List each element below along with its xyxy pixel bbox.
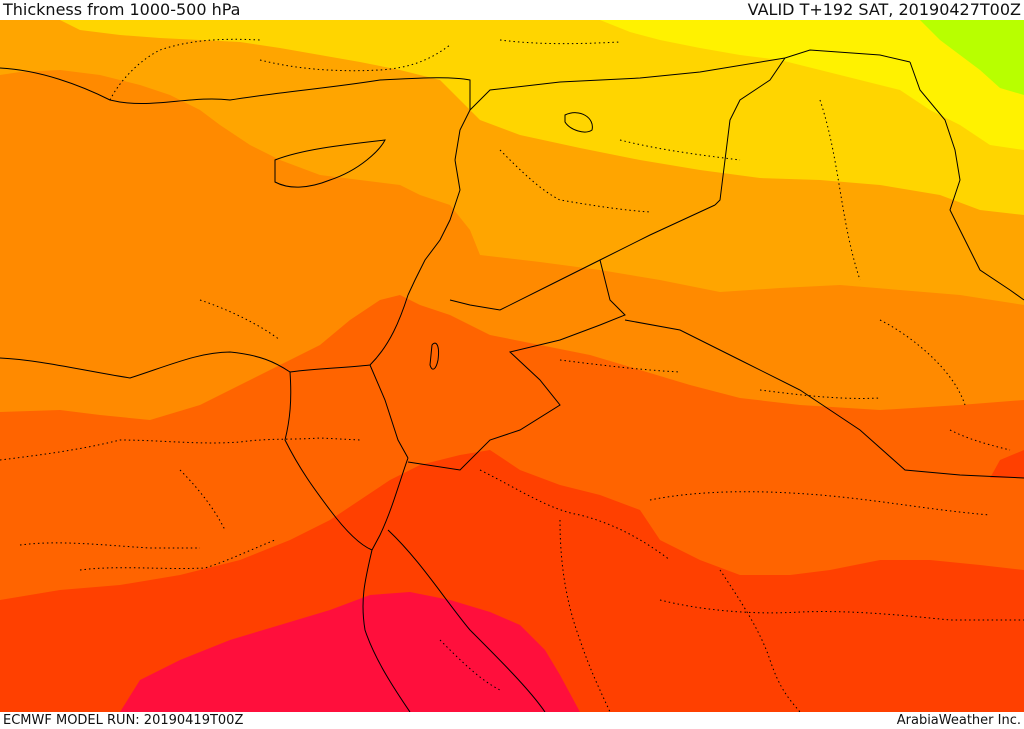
valid-time-label: VALID T+192 SAT, 20190427T00Z xyxy=(747,0,1021,19)
coastline-red-sea-west xyxy=(362,549,411,712)
coastline-anatolia xyxy=(0,67,471,161)
map-title: Thickness from 1000-500 hPa xyxy=(3,0,241,19)
coastline-red-sea-east xyxy=(387,529,546,712)
map-canvas xyxy=(0,20,1024,712)
coastline-gulf-of-aqaba xyxy=(371,457,409,551)
coastline-gulf-of-suez xyxy=(284,371,373,551)
national-borders xyxy=(369,49,1024,479)
thickness-map[interactable] xyxy=(0,20,1024,712)
coastlines xyxy=(0,67,593,712)
border-syria-jordan-iraq xyxy=(449,204,716,311)
title-bar: Thickness from 1000-500 hPa VALID T+192 … xyxy=(0,0,1024,20)
model-run-label: ECMWF MODEL RUN: 20190419T00Z xyxy=(3,713,244,728)
thickness-band-8 xyxy=(120,592,580,712)
thickness-band-3 xyxy=(60,20,1024,215)
coastline-lake-van xyxy=(564,112,593,133)
border-syria-iraq xyxy=(714,57,786,206)
border-jordan-saudi xyxy=(407,259,626,471)
regional-boundaries xyxy=(0,38,1024,712)
coastline-dead-sea xyxy=(429,342,439,370)
thickness-band-2 xyxy=(600,20,1024,150)
coastline-cyprus xyxy=(274,139,386,188)
border-egypt-israel xyxy=(369,364,409,459)
credit-label: ArabiaWeather Inc. xyxy=(896,713,1021,728)
thickness-band-1 xyxy=(920,20,1024,95)
border-turkey-syria xyxy=(469,49,911,111)
border-iran-iraq xyxy=(909,61,1024,301)
coastline-levant xyxy=(407,159,461,296)
coastline-north-africa xyxy=(0,294,409,379)
border-iraq-saudi xyxy=(624,319,1024,479)
thickness-band-7-east xyxy=(990,450,1024,478)
footer-bar: ECMWF MODEL RUN: 20190419T00Z ArabiaWeat… xyxy=(0,712,1024,729)
